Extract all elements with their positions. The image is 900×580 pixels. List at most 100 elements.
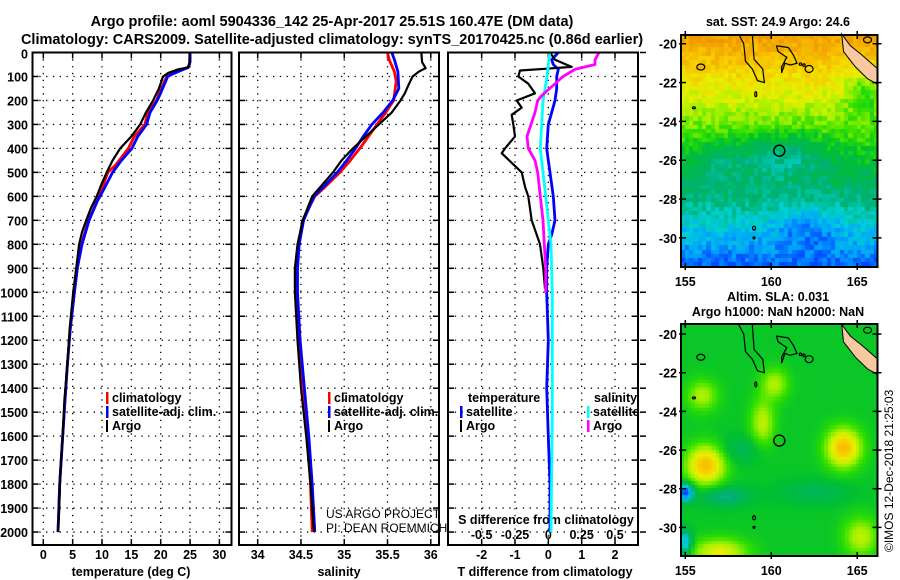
lat-tick-label: -22 bbox=[659, 77, 677, 91]
sla-map-title: Altim. SLA: 0.031 bbox=[727, 290, 829, 304]
lat-tick-label: -26 bbox=[659, 444, 677, 458]
reef-coastline bbox=[738, 324, 766, 374]
island-outline bbox=[804, 355, 814, 364]
y-tick-label: 1000 bbox=[0, 286, 28, 300]
y-tick-label: 1300 bbox=[0, 358, 28, 372]
copyright-timestamp: ©IMOS 12-Dec-2018 21:25:03 bbox=[882, 389, 896, 552]
island-outline bbox=[696, 353, 706, 361]
s-difference-xlabel: S difference from climatology bbox=[458, 513, 634, 527]
temperature-panel: 0100200300400500600700800900100011001200… bbox=[0, 48, 233, 562]
island-outline bbox=[802, 353, 806, 358]
reef-coastline bbox=[775, 335, 798, 364]
lon-tick-label: 155 bbox=[675, 275, 696, 289]
legend-swatch-t-satellite bbox=[460, 406, 463, 418]
x-tick-label: -2 bbox=[476, 548, 487, 562]
salinity-legend: climatology satellite-adj. clim. Argo bbox=[328, 391, 438, 433]
island-outline bbox=[696, 63, 706, 71]
island-outline bbox=[691, 106, 696, 110]
figure-title: Argo profile: aoml 5904336_142 25-Apr-20… bbox=[91, 14, 574, 30]
legend-label: satellite bbox=[593, 405, 640, 419]
lat-tick-label: -28 bbox=[659, 193, 677, 207]
x-tick-label: 5 bbox=[69, 548, 76, 562]
y-tick-label: 400 bbox=[7, 142, 28, 156]
island-outline bbox=[754, 381, 758, 388]
island-outline bbox=[798, 62, 803, 66]
island-outline bbox=[804, 64, 814, 74]
reef-coastline bbox=[738, 33, 766, 84]
temperature-series-argo bbox=[56, 52, 191, 533]
salinity-series-satellite-adj-clim bbox=[296, 52, 401, 533]
salinity-series-argo bbox=[293, 52, 427, 533]
sst-map-frame bbox=[680, 34, 879, 268]
legend-swatch-t-argo bbox=[460, 420, 462, 432]
x-tick-label: 0 bbox=[545, 548, 552, 562]
legend-swatch-climatology bbox=[328, 392, 331, 404]
profile-location-marker bbox=[773, 144, 786, 157]
y-tick-label: 900 bbox=[7, 262, 28, 276]
lon-tick-label: 165 bbox=[847, 275, 868, 289]
difference-plot-frame bbox=[447, 51, 639, 546]
sst-map-title: sat. SST: 24.9 Argo: 24.6 bbox=[706, 15, 850, 29]
island-outline bbox=[798, 352, 803, 357]
difference-legend: temperature satellite Argo salinity sate… bbox=[460, 391, 640, 433]
y-tick-label: 1900 bbox=[0, 502, 28, 516]
difference-series-temperature-satellite bbox=[545, 51, 560, 533]
y-tick-label: 500 bbox=[7, 166, 28, 180]
sla-map-subtitle: Argo h1000: NaN h2000: NaN bbox=[692, 305, 864, 319]
x-tick-label: -1 bbox=[509, 548, 520, 562]
legend-label: Argo bbox=[593, 419, 623, 433]
y-tick-label: 600 bbox=[7, 190, 28, 204]
x-tick-label: 1 bbox=[578, 548, 585, 562]
y-tick-label: 1600 bbox=[0, 430, 28, 444]
island-outline bbox=[691, 396, 696, 400]
x-tick-label: 36 bbox=[424, 548, 438, 562]
legend-label: climatology bbox=[334, 391, 404, 405]
legend-swatch-s-satellite bbox=[587, 406, 590, 418]
sst-map: -20 -22 -24 -26 -28 -30 155 160 165 bbox=[659, 31, 882, 289]
lat-tick-label: -24 bbox=[659, 115, 677, 129]
x-tick-label: 30 bbox=[212, 548, 226, 562]
x-tick-label: 20 bbox=[154, 548, 168, 562]
lat-tick-label: -20 bbox=[659, 38, 677, 52]
legend-swatch-s-argo bbox=[587, 420, 590, 432]
lat-tick-label: -26 bbox=[659, 154, 677, 168]
s-x-tick-label: 0 bbox=[545, 528, 552, 542]
legend-label: Argo bbox=[334, 419, 364, 433]
legend-label: Argo bbox=[466, 419, 496, 433]
island-outline bbox=[751, 515, 757, 521]
y-tick-label: 1700 bbox=[0, 454, 28, 468]
difference-series-salinity-argo bbox=[525, 51, 601, 293]
island-outline bbox=[862, 326, 873, 334]
sla-map-frame bbox=[680, 323, 879, 557]
legend-heading-temperature: temperature bbox=[468, 391, 540, 405]
s-x-tick-label: 0.25 bbox=[569, 528, 593, 542]
temperature-xlabel: temperature (deg C) bbox=[72, 565, 191, 579]
lon-tick-label: 160 bbox=[761, 564, 782, 578]
x-tick-label: 15 bbox=[124, 548, 138, 562]
x-tick-label: 10 bbox=[95, 548, 109, 562]
s-x-tick-label: 0.5 bbox=[606, 528, 623, 542]
sla-map: -20 -22 -24 -26 -28 -30 155 160 165 bbox=[659, 320, 882, 578]
profile-location-marker bbox=[773, 434, 786, 447]
island-outline bbox=[754, 91, 758, 98]
legend-label: satellite-adj. clim. bbox=[112, 405, 216, 419]
difference-series-salinity-satellite bbox=[538, 52, 554, 533]
legend-swatch-climatology bbox=[106, 392, 109, 404]
y-tick-label: 1100 bbox=[1, 310, 28, 324]
legend-swatch-argo bbox=[328, 420, 330, 432]
x-tick-label: 34.5 bbox=[289, 548, 313, 562]
lon-tick-label: 165 bbox=[847, 564, 868, 578]
lon-tick-label: 155 bbox=[675, 564, 696, 578]
sla-map-field bbox=[681, 324, 878, 556]
y-tick-label: 800 bbox=[7, 238, 28, 252]
s-x-tick-label: -0.25 bbox=[501, 528, 530, 542]
legend-swatch-satellite bbox=[106, 406, 109, 418]
new-caledonia-landmass bbox=[841, 32, 879, 86]
y-tick-label: 1500 bbox=[0, 406, 28, 420]
x-tick-label: 2 bbox=[612, 548, 619, 562]
difference-panel: -2 -1 0 1 2 -0.5 -0.25 0 0.25 0.5 bbox=[447, 51, 646, 562]
legend-swatch-satellite bbox=[328, 406, 331, 418]
island-outline bbox=[862, 36, 873, 44]
